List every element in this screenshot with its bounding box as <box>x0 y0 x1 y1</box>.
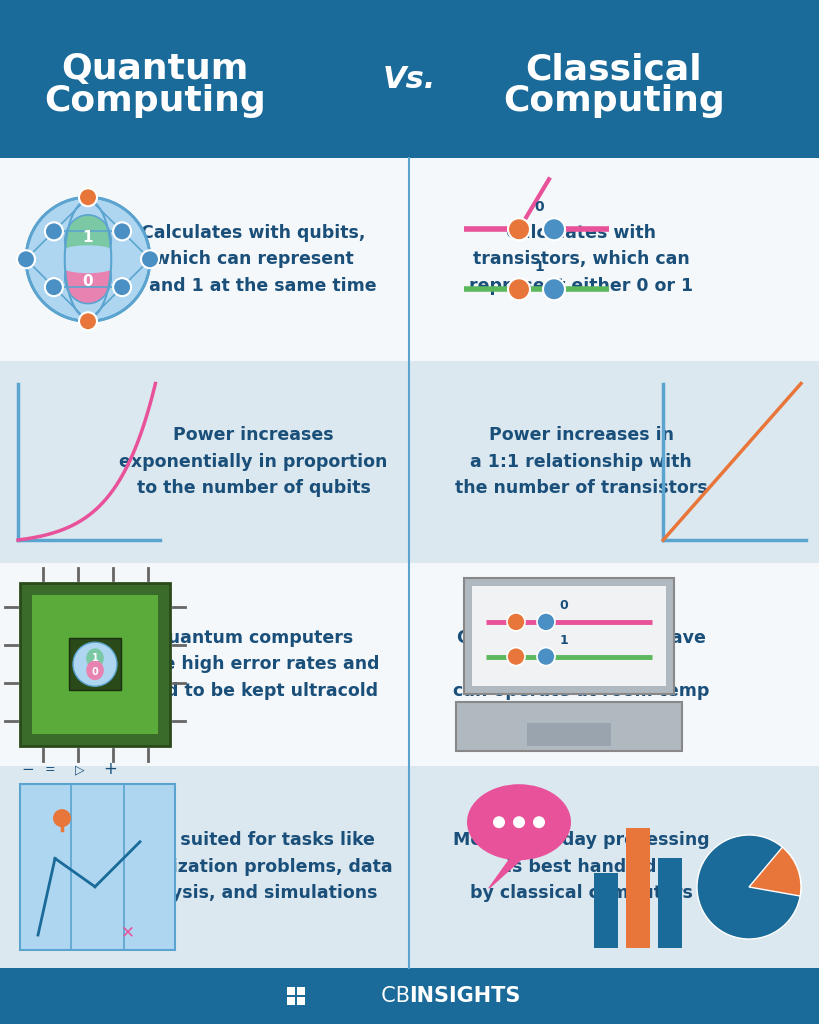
Circle shape <box>53 809 71 827</box>
Circle shape <box>543 218 565 241</box>
Bar <box>409 360 819 563</box>
Text: CB: CB <box>368 986 410 1006</box>
Circle shape <box>79 188 97 206</box>
Text: Power increases in
a 1:1 relationship with
the number of transistors: Power increases in a 1:1 relationship wi… <box>455 426 708 497</box>
Text: Computing: Computing <box>503 84 725 118</box>
Circle shape <box>79 312 97 331</box>
Bar <box>409 563 819 766</box>
Bar <box>527 723 611 745</box>
Circle shape <box>508 218 530 241</box>
Ellipse shape <box>86 660 104 680</box>
Circle shape <box>537 647 555 666</box>
Bar <box>20 583 170 745</box>
Text: Quantum computers
have high error rates and
need to be kept ultracold: Quantum computers have high error rates … <box>128 629 379 699</box>
Bar <box>0 563 409 766</box>
Circle shape <box>73 642 117 686</box>
Circle shape <box>45 222 63 241</box>
Text: INSIGHTS: INSIGHTS <box>410 986 521 1006</box>
Bar <box>0 766 409 968</box>
Circle shape <box>493 816 505 828</box>
Circle shape <box>45 279 63 296</box>
Ellipse shape <box>86 648 104 668</box>
Ellipse shape <box>51 246 125 273</box>
Bar <box>464 578 674 693</box>
Bar <box>594 873 618 948</box>
Wedge shape <box>697 835 801 939</box>
Bar <box>472 586 666 686</box>
Bar <box>287 997 295 1005</box>
Text: −: − <box>21 762 34 777</box>
Text: Calculates with
transistors, which can
represent either 0 or 1: Calculates with transistors, which can r… <box>469 224 693 295</box>
Ellipse shape <box>467 784 571 860</box>
Circle shape <box>17 250 35 268</box>
Text: Quantum: Quantum <box>61 52 249 86</box>
Text: 1: 1 <box>83 229 93 245</box>
Bar <box>456 702 682 751</box>
Circle shape <box>507 613 525 631</box>
Circle shape <box>141 250 159 268</box>
Bar <box>296 997 305 1005</box>
Circle shape <box>537 613 555 631</box>
Bar <box>409 158 819 360</box>
Circle shape <box>513 816 525 828</box>
Text: Most everyday processing
is best handled
by classical computers: Most everyday processing is best handled… <box>453 831 709 902</box>
Text: 1: 1 <box>559 634 568 647</box>
Text: ✕: ✕ <box>121 923 135 941</box>
Text: =: = <box>45 763 56 776</box>
Bar <box>0 360 409 563</box>
Polygon shape <box>489 852 529 888</box>
Bar <box>296 987 305 995</box>
Text: Vs.: Vs. <box>382 65 436 93</box>
Text: 0: 0 <box>559 599 568 612</box>
Circle shape <box>113 222 131 241</box>
Text: Classical: Classical <box>526 52 703 86</box>
Bar <box>0 0 819 158</box>
Text: 0: 0 <box>83 273 93 289</box>
Text: Classical computers have
low error rates and
can operate at room temp: Classical computers have low error rates… <box>453 629 709 699</box>
Circle shape <box>508 279 530 300</box>
Bar <box>409 766 819 968</box>
Text: Calculates with qubits,
which can represent
0 and 1 at the same time: Calculates with qubits, which can repres… <box>131 224 377 295</box>
Text: 1: 1 <box>534 260 544 274</box>
Ellipse shape <box>65 251 111 303</box>
Text: Well suited for tasks like
optimization problems, data
analysis, and simulations: Well suited for tasks like optimization … <box>115 831 392 902</box>
Text: 0: 0 <box>534 201 544 214</box>
Bar <box>69 638 121 690</box>
Bar <box>0 158 409 360</box>
Circle shape <box>507 647 525 666</box>
Circle shape <box>543 279 565 300</box>
Circle shape <box>533 816 545 828</box>
Bar <box>658 858 682 948</box>
Text: +: + <box>103 761 117 778</box>
Text: 0: 0 <box>92 668 98 677</box>
Circle shape <box>26 198 150 322</box>
Circle shape <box>113 279 131 296</box>
Text: Computing: Computing <box>44 84 266 118</box>
Bar <box>20 783 175 950</box>
Text: Power increases
exponentially in proportion
to the number of qubits: Power increases exponentially in proport… <box>120 426 387 497</box>
Ellipse shape <box>65 215 111 267</box>
Text: ▷: ▷ <box>75 763 85 776</box>
Wedge shape <box>749 847 801 896</box>
Bar <box>626 828 650 948</box>
Text: 1: 1 <box>92 653 98 664</box>
Bar <box>287 987 295 995</box>
Bar <box>32 595 158 733</box>
Bar <box>0 968 819 1024</box>
